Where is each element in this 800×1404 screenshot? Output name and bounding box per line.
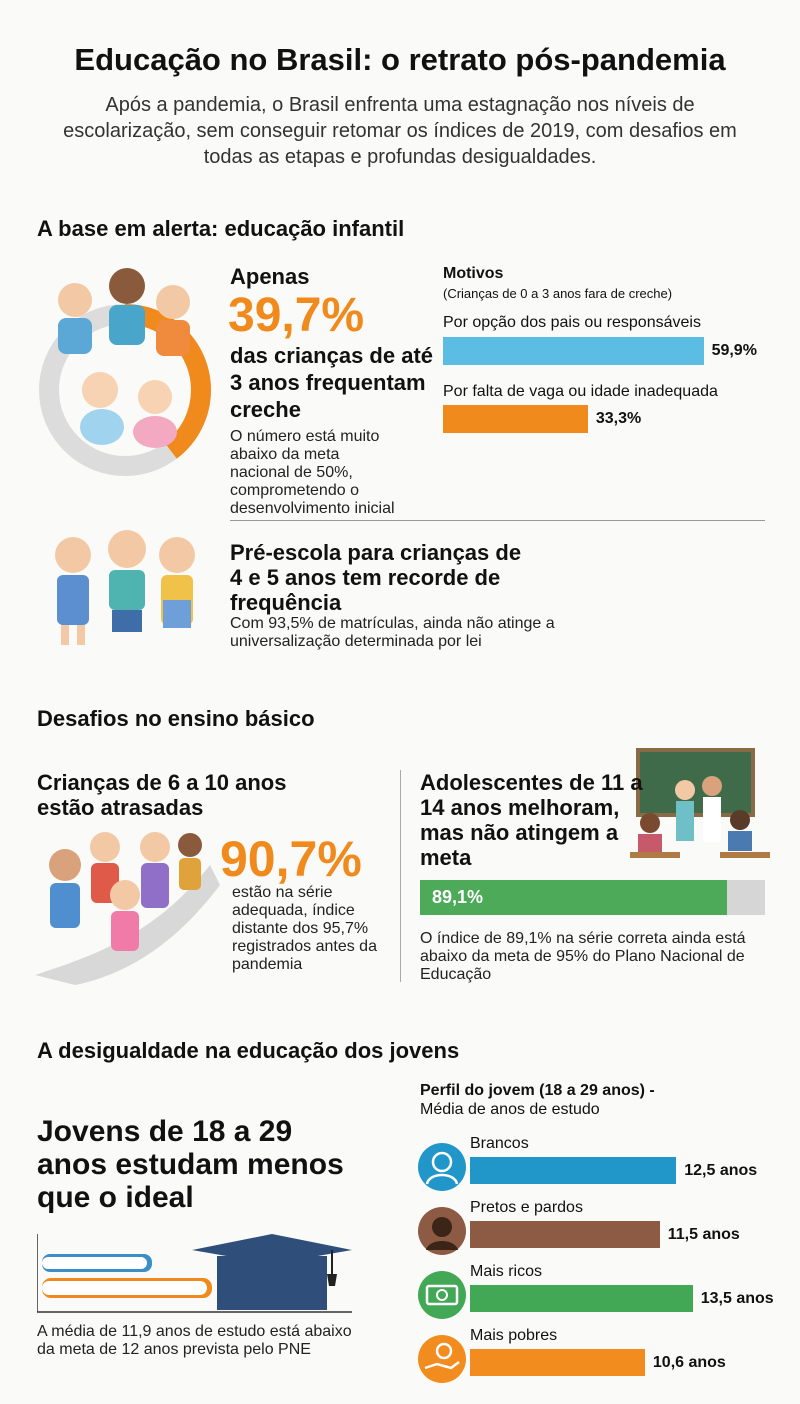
- children-title: Crianças de 6 a 10 anos estão atrasadas: [37, 770, 287, 820]
- bar-label: Por falta de vaga ou idade inadequada: [443, 383, 718, 400]
- motivos-subtitle: (Crianças de 0 a 3 anos fara de creche): [443, 286, 673, 301]
- icon-circle: [418, 1143, 466, 1191]
- teens-title: Adolescentes de 11 a 14 anos melhoram, m…: [420, 770, 643, 870]
- bar-row: 10,6 anos: [470, 1349, 726, 1376]
- children-value: 90,7%: [220, 831, 362, 887]
- classroom-illustration: [630, 748, 770, 858]
- bar-row: 59,9%: [443, 337, 757, 365]
- bar-track: 89,1%: [420, 880, 765, 915]
- title: Educação no Brasil: o retrato pós-pandem…: [74, 42, 726, 77]
- creche-illustration: [39, 268, 211, 476]
- bar: [443, 405, 588, 433]
- icon-circle: [418, 1271, 466, 1319]
- bar: 89,1%: [420, 880, 728, 915]
- motivos-title: Motivos: [443, 265, 504, 282]
- profile-icon: [418, 1271, 466, 1319]
- kids: [58, 268, 190, 448]
- preschool-note: Com 93,5% de matrículas, ainda não ating…: [230, 615, 555, 650]
- preschool-illustration: [55, 530, 195, 645]
- bar: [470, 1157, 677, 1184]
- subtitle: Após a pandemia, o Brasil enfrenta uma e…: [63, 94, 737, 168]
- bar-value: 12,5 anos: [684, 1161, 758, 1179]
- bar: [470, 1349, 645, 1376]
- section-heading: Desafios no ensino básico: [37, 706, 315, 731]
- bar-label: Mais ricos: [470, 1263, 543, 1280]
- bar-value: 11,5 anos: [667, 1225, 740, 1243]
- bar-value: 10,6 anos: [652, 1353, 726, 1371]
- bar-value: 59,9%: [711, 342, 757, 359]
- bar-label: Por opção dos pais ou responsáveis: [443, 314, 701, 331]
- creche-text: das crianças de até 3 anos frequentam cr…: [230, 343, 434, 422]
- section-heading: A base em alerta: educação infantil: [37, 216, 405, 241]
- divider: [230, 520, 765, 521]
- bar-label: Brancos: [470, 1135, 529, 1152]
- bar-value: 89,1%: [432, 887, 484, 907]
- youth-title: Jovens de 18 a 29 anos estudam menos que…: [37, 1115, 344, 1214]
- bar: [470, 1285, 693, 1312]
- creche-value: 39,7%: [228, 289, 365, 342]
- bar-row: 12,5 anos: [470, 1157, 757, 1184]
- creche-note: O número está muito abaixo da meta nacio…: [230, 428, 395, 517]
- profile-subtitle: Média de anos de estudo: [420, 1101, 600, 1118]
- teens-note: O índice de 89,1% na série correta ainda…: [420, 930, 746, 983]
- bar-label: Mais pobres: [470, 1327, 558, 1344]
- youth-note: A média de 11,9 anos de estudo está abai…: [37, 1323, 352, 1358]
- bar: [470, 1221, 660, 1248]
- books-illustration: [37, 1234, 352, 1313]
- bar-row: 33,3%: [443, 405, 641, 433]
- creche-lead: Apenas: [230, 264, 310, 289]
- bar-row: 11,5 anos: [470, 1221, 740, 1248]
- children-illustration: [35, 832, 220, 985]
- bar-value: 33,3%: [595, 410, 642, 427]
- bar-value: 13,5 anos: [700, 1289, 774, 1307]
- profile-icon: [418, 1335, 466, 1383]
- preschool-title: Pré-escola para crianças de 4 e 5 anos t…: [230, 540, 522, 615]
- profile-icon: [418, 1143, 466, 1191]
- section-heading: A desigualdade na educação dos jovens: [37, 1038, 460, 1063]
- bar-row: 13,5 anos: [470, 1285, 774, 1312]
- bar-label: Pretos e pardos: [470, 1199, 583, 1216]
- divider: [400, 770, 401, 982]
- bar: [443, 337, 704, 365]
- profile-title: Perfil do jovem (18 a 29 anos) -: [420, 1082, 655, 1099]
- profile-icon: [418, 1207, 466, 1255]
- children-note: estão na série adequada, índice distante…: [232, 884, 377, 973]
